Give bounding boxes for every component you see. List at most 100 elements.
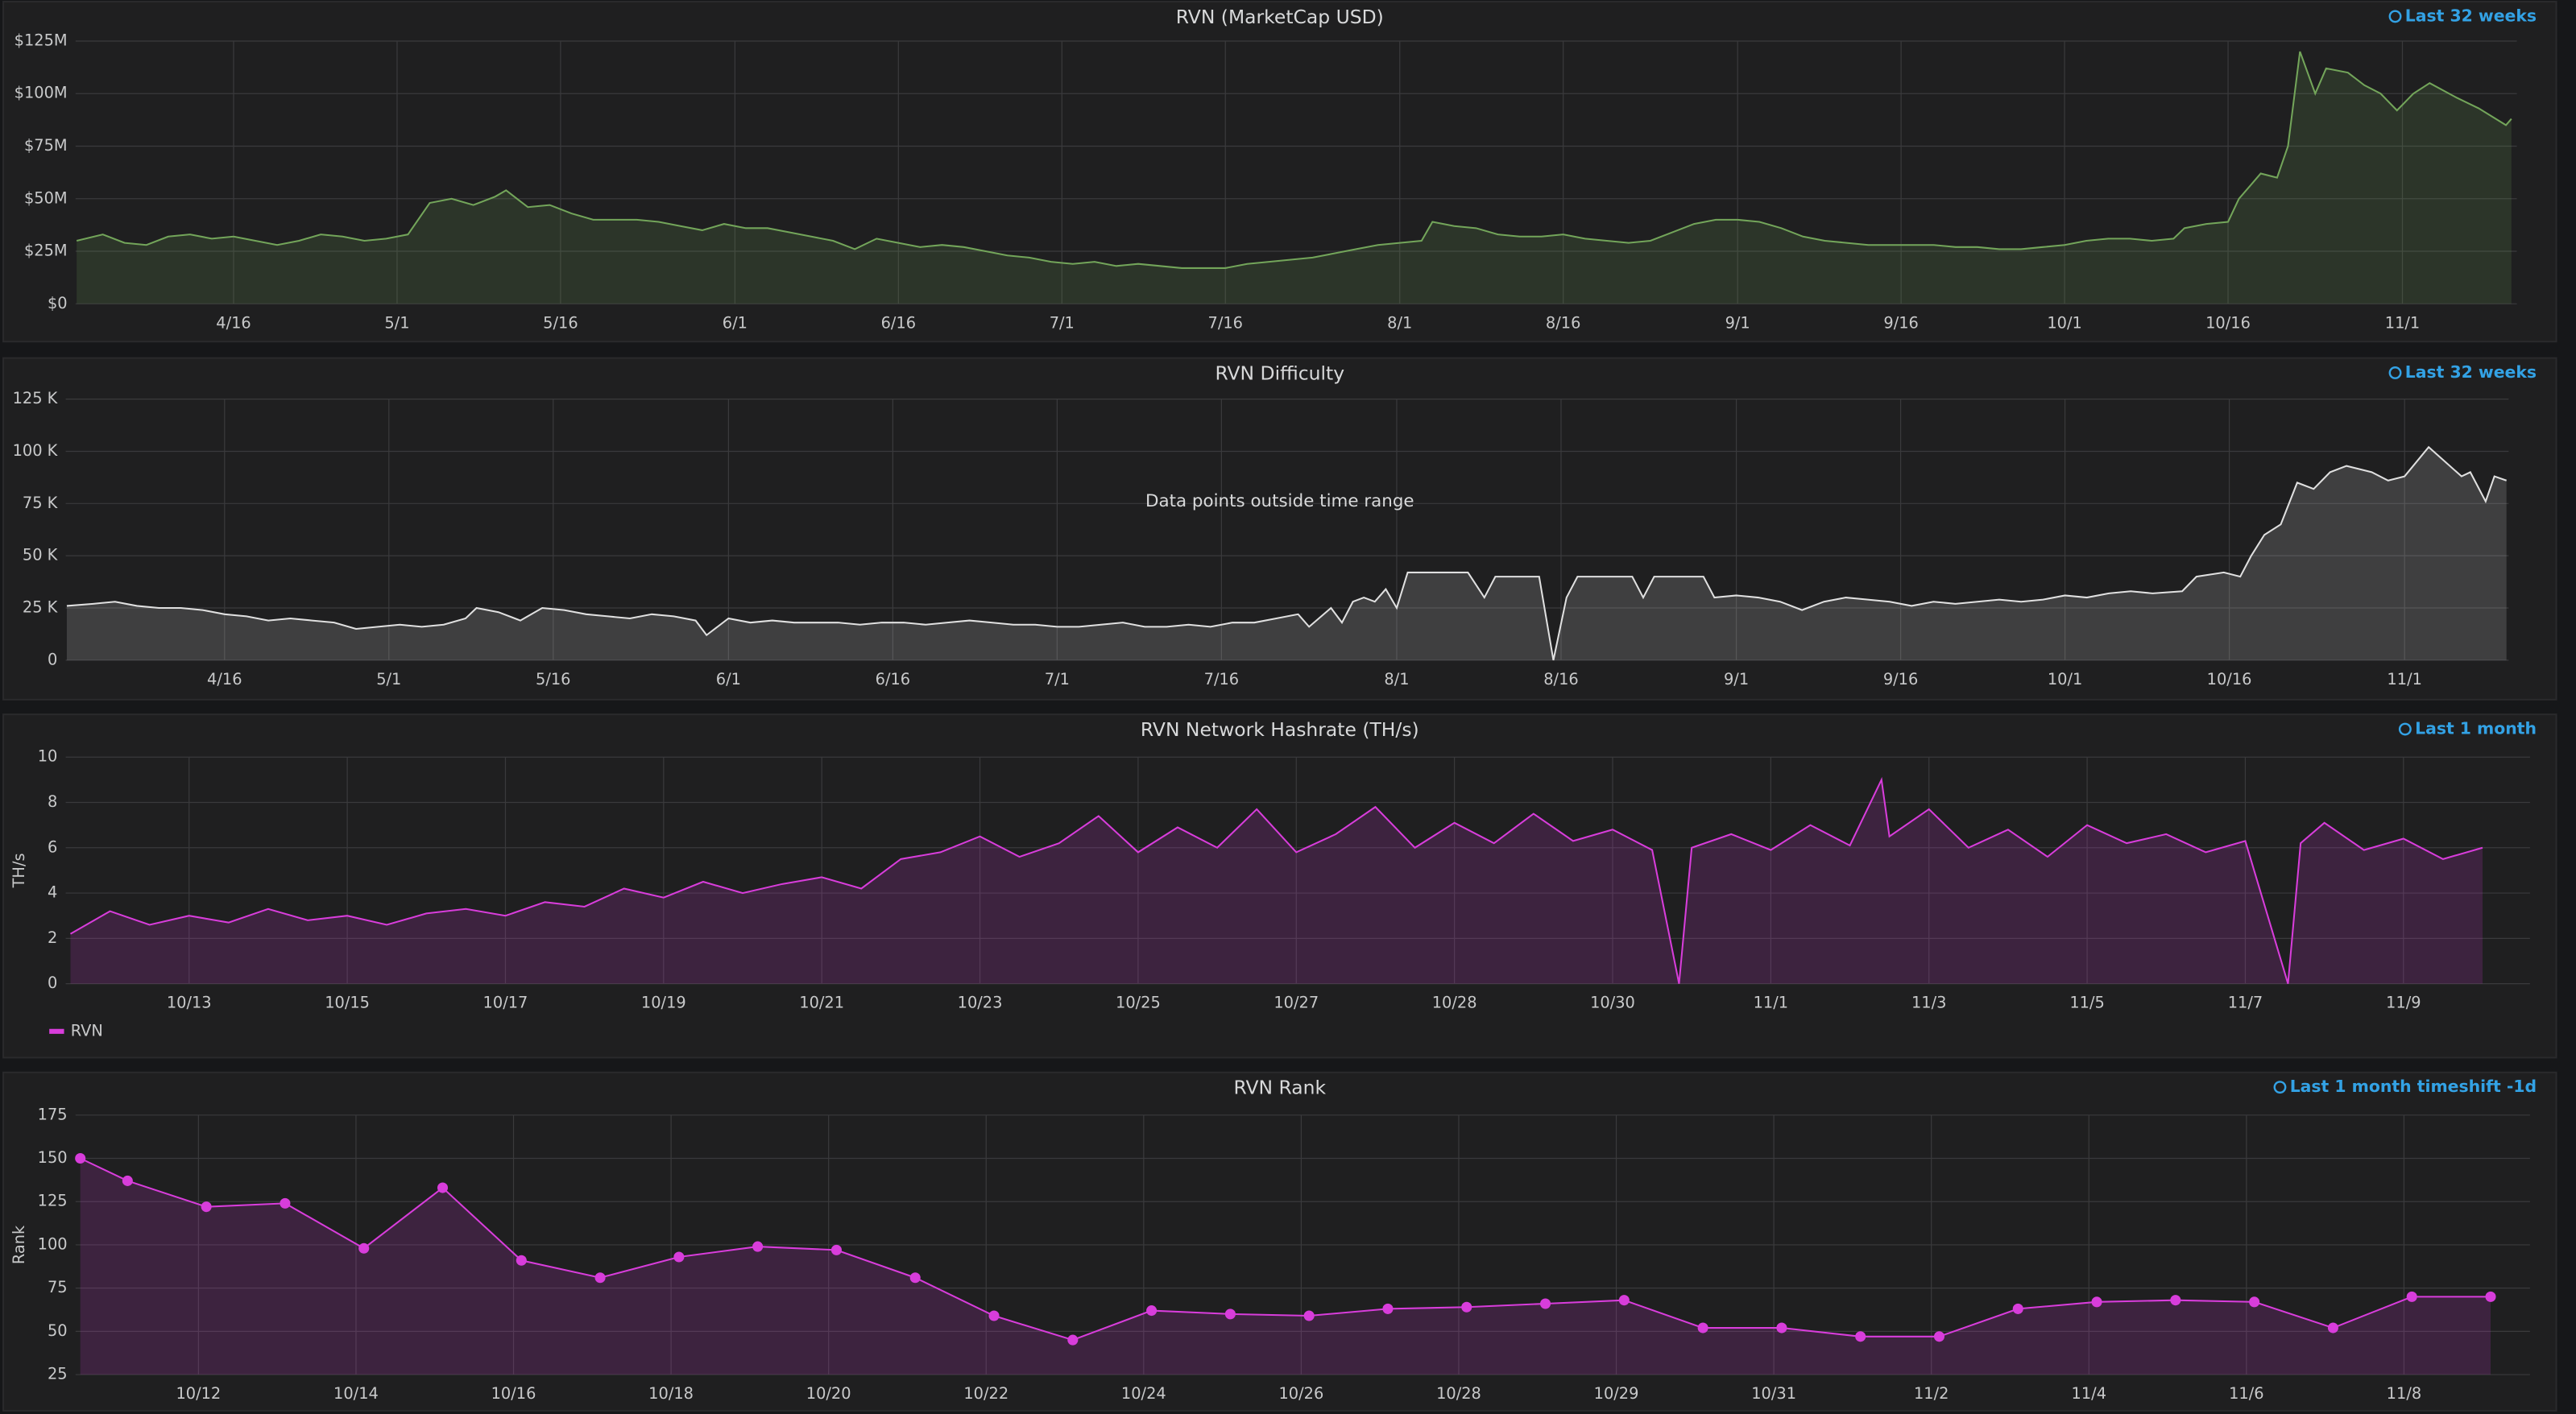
y-tick-label: 25 K — [23, 598, 59, 617]
point — [2327, 1322, 2338, 1333]
point — [2249, 1296, 2260, 1308]
panel — [2, 1, 2557, 343]
x-tick-label: 10/21 — [799, 994, 844, 1012]
point — [752, 1241, 764, 1252]
x-tick-label: 11/1 — [2387, 670, 2421, 688]
x-tick-label: 10/22 — [963, 1384, 1008, 1403]
x-tick-label: 10/15 — [325, 994, 370, 1012]
x-tick-label: 6/16 — [881, 313, 916, 332]
x-tick-label: 10/19 — [641, 994, 686, 1012]
x-tick-label: 10/14 — [333, 1384, 379, 1403]
y-tick-label: 150 — [38, 1148, 68, 1167]
y-tick-label: 75 K — [23, 494, 59, 512]
x-tick-label: 6/1 — [723, 313, 748, 332]
y-tick-label: 4 — [48, 883, 57, 902]
point — [1303, 1310, 1315, 1321]
x-tick-label: 6/16 — [876, 670, 910, 688]
point — [988, 1310, 1000, 1321]
point — [1067, 1334, 1079, 1346]
area — [77, 52, 2512, 304]
y-tick-label: 75 — [48, 1278, 68, 1296]
y-tick-label: 50 — [48, 1321, 68, 1340]
y-tick-label: $25M — [24, 242, 68, 260]
x-tick-label: 11/7 — [2228, 994, 2263, 1012]
time-range: Last 32 weeks — [2405, 6, 2537, 25]
x-tick-label: 10/17 — [483, 994, 528, 1012]
x-tick-label: 11/1 — [2385, 313, 2420, 332]
x-tick-label: 7/16 — [1208, 313, 1243, 332]
y-axis-label: TH/s — [10, 853, 28, 888]
point — [1382, 1303, 1394, 1314]
x-tick-label: 11/1 — [1754, 994, 1788, 1012]
x-tick-label: 11/6 — [2229, 1384, 2263, 1403]
x-tick-label: 11/5 — [2069, 994, 2104, 1012]
clock-icon — [2388, 366, 2402, 379]
point — [673, 1251, 685, 1263]
area — [80, 1158, 2491, 1375]
panel — [2, 713, 2557, 1059]
y-tick-label: 8 — [48, 792, 57, 811]
x-tick-label: 7/1 — [1050, 313, 1075, 332]
point — [2485, 1291, 2496, 1302]
y-tick-label: 175 — [38, 1105, 68, 1123]
time-range: Last 1 month — [2415, 719, 2537, 738]
x-tick-label: 9/1 — [1724, 670, 1749, 688]
x-tick-label: 8/16 — [1543, 670, 1578, 688]
x-tick-label: 5/1 — [384, 313, 409, 332]
panel-title: RVN Difficulty — [1216, 362, 1345, 385]
panel-title: RVN Network Hashrate (TH/s) — [1141, 718, 1419, 741]
point — [1933, 1331, 1945, 1342]
x-tick-label: 10/28 — [1436, 1384, 1481, 1403]
area — [66, 447, 2507, 660]
x-tick-label: 10/23 — [958, 994, 1003, 1012]
point — [2406, 1291, 2417, 1302]
x-tick-label: 10/1 — [2048, 670, 2082, 688]
x-tick-label: 4/16 — [216, 313, 251, 332]
y-tick-label: 10 — [38, 747, 58, 766]
point — [2170, 1295, 2181, 1306]
x-tick-label: 10/1 — [2047, 313, 2081, 332]
x-tick-label: 10/26 — [1279, 1384, 1324, 1403]
point — [1855, 1331, 1866, 1342]
legend-label: RVN — [71, 1021, 103, 1040]
point — [909, 1272, 921, 1284]
x-tick-label: 11/3 — [1911, 994, 1946, 1012]
point — [122, 1175, 133, 1186]
y-tick-label: 100 — [38, 1234, 68, 1253]
x-tick-label: 11/9 — [2386, 994, 2421, 1012]
point — [2091, 1296, 2102, 1308]
clock-icon — [2398, 722, 2412, 736]
clock-icon — [2388, 10, 2402, 23]
panel — [2, 357, 2557, 701]
point — [358, 1242, 370, 1254]
x-tick-label: 10/12 — [176, 1384, 221, 1403]
x-tick-label: 7/16 — [1204, 670, 1239, 688]
line — [80, 1157, 2491, 1342]
x-tick-label: 10/18 — [648, 1384, 694, 1403]
x-tick-label: 7/1 — [1045, 670, 1070, 688]
y-tick-label: 25 — [48, 1365, 68, 1383]
x-tick-label: 8/1 — [1387, 313, 1412, 332]
area — [70, 779, 2483, 984]
x-tick-label: 9/16 — [1883, 670, 1918, 688]
x-tick-label: 5/1 — [376, 670, 401, 688]
y-tick-label: $0 — [48, 294, 68, 312]
y-tick-label: 125 K — [13, 389, 59, 407]
annotation: Data points outside time range — [1145, 491, 1414, 511]
point — [1146, 1305, 1158, 1317]
point — [1461, 1301, 1472, 1313]
time-range: Last 1 month timeshift -1d — [2290, 1077, 2537, 1096]
time-range: Last 32 weeks — [2405, 362, 2537, 382]
x-tick-label: 10/16 — [2205, 313, 2251, 332]
y-tick-label: 50 K — [23, 546, 59, 564]
point — [830, 1244, 842, 1255]
clock-icon — [2273, 1081, 2287, 1094]
x-tick-label: 8/16 — [1546, 313, 1580, 332]
point — [594, 1272, 606, 1284]
point — [1540, 1298, 1551, 1309]
x-tick-label: 10/29 — [1594, 1384, 1639, 1403]
panel-title: RVN (MarketCap USD) — [1176, 6, 1384, 28]
point — [280, 1197, 291, 1209]
